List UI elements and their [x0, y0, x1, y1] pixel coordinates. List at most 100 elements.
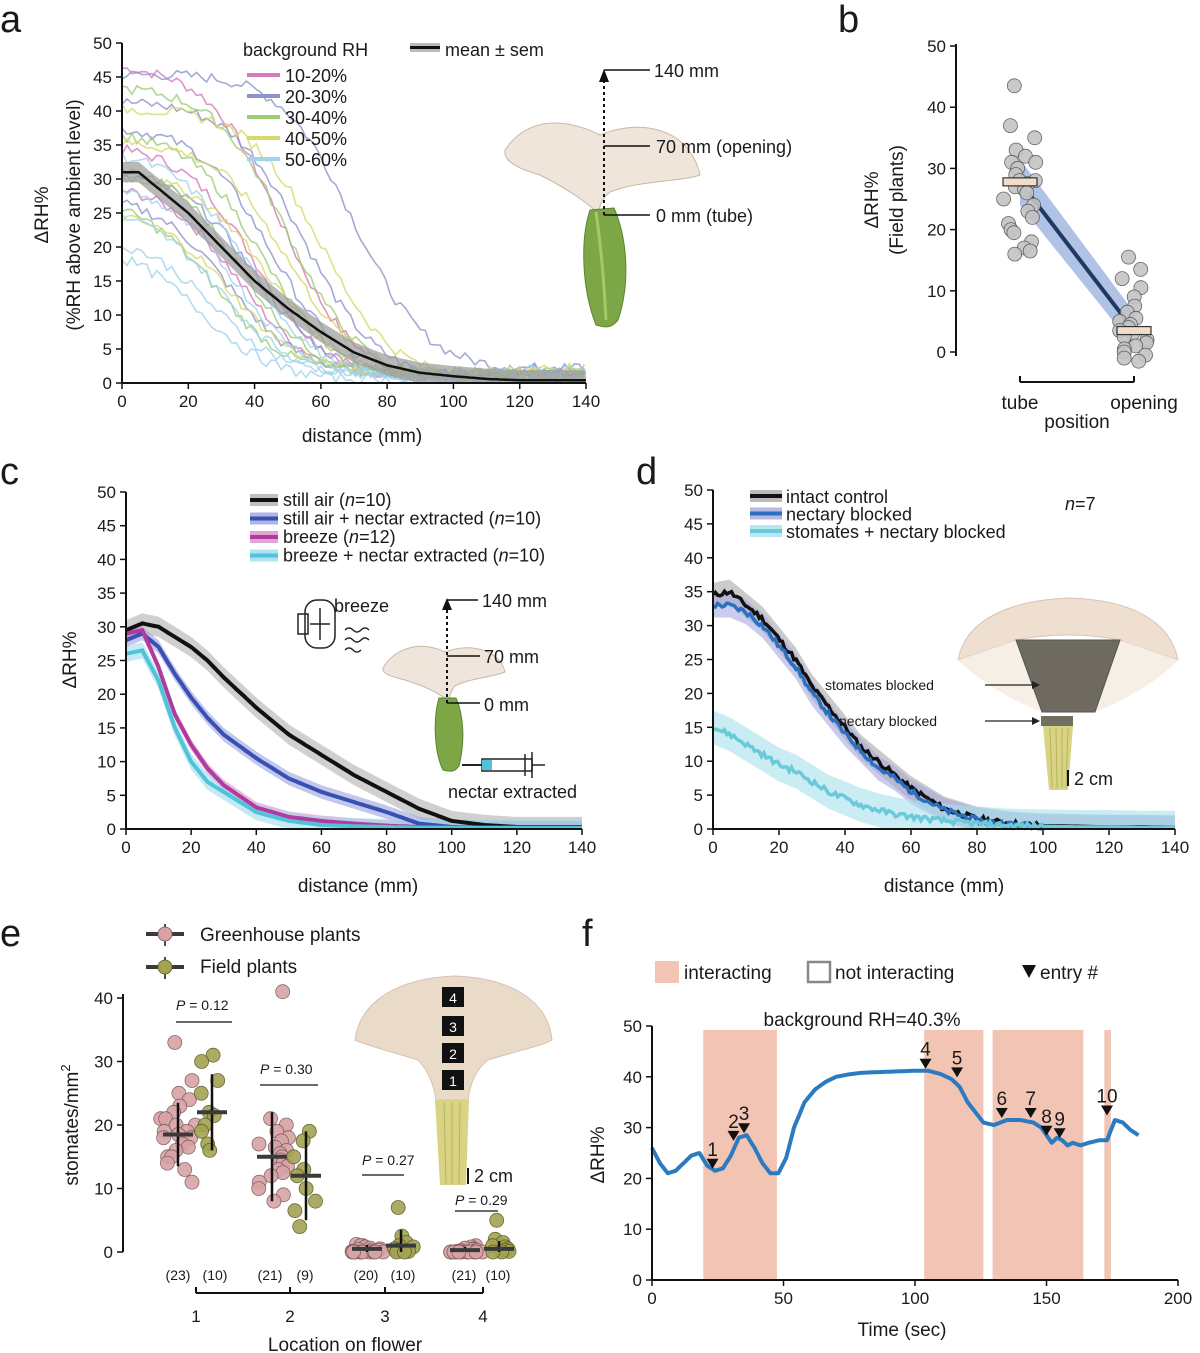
legend-label-0: intact control: [786, 487, 888, 507]
data-point-field: [308, 1193, 323, 1209]
panel-a-legend-title: background RH: [243, 40, 368, 60]
panel-a-ytick-label: 45: [93, 68, 112, 87]
data-point-greenhouse: [275, 984, 291, 1000]
panel-c-ytick-label: 40: [97, 550, 116, 569]
legend-n: n: [345, 490, 355, 510]
panel-d-n: n: [1065, 494, 1075, 514]
panel-a-xtick-label: 20: [179, 392, 198, 411]
panel-b-xlabel: position: [1044, 412, 1110, 433]
panel-d-ytick-label: 0: [694, 820, 703, 839]
panel-c-plot: 0 5 10 15 20 25 30 35 40 45 50 0 20 40 60 80 100 120 140: [97, 483, 596, 857]
panel-a-xtick-label: 60: [311, 392, 330, 411]
panel-f-xtick-label: 200: [1164, 1289, 1192, 1308]
panel-f-xtick-label: 0: [647, 1289, 656, 1308]
panel-d-xtick-label: 80: [968, 838, 987, 857]
data-point-tube: [1006, 78, 1022, 94]
interacting-interval: [703, 1030, 777, 1280]
panel-a-ytick-label: 10: [93, 306, 112, 325]
panel-f-ytick-label: 50: [623, 1017, 642, 1036]
panel-f-legend-not: not interacting: [835, 963, 954, 984]
legend-n: n: [499, 546, 509, 566]
data-point-field: [390, 1200, 406, 1215]
data-point-tube: [1027, 130, 1043, 146]
panel-a-xtick-label: 120: [506, 392, 534, 411]
panel-c-ytick-label: 20: [97, 685, 116, 704]
legend-entry-triangle: [1022, 965, 1036, 978]
panel-c-legend: still air (n=10)still air + nectar extra…: [250, 490, 545, 566]
data-point-greenhouse: [263, 1111, 279, 1127]
data-point-greenhouse: [180, 1139, 196, 1155]
panel-e-ylabel-sup: 2: [58, 1064, 73, 1071]
panel-f-ytick-label: 30: [623, 1119, 642, 1138]
petal-number-1: 1: [449, 1073, 457, 1089]
legend-n: n: [495, 509, 505, 529]
data-point-greenhouse: [266, 1193, 282, 1209]
panel-b-ytick-label: 30: [927, 159, 946, 178]
panel-c-xtick-label: 40: [247, 838, 266, 857]
panel-b-ytick-label: 50: [927, 37, 946, 56]
panel-a-legend: 10-20%20-30%30-40%40-50%50-60%: [247, 66, 347, 170]
entry-marker-2: [727, 1130, 740, 1141]
petal-number-4: 4: [449, 990, 457, 1006]
sem-band-0: [713, 579, 1175, 829]
sample-count: (20): [354, 1267, 379, 1283]
panel-b-ytick-label: 20: [927, 221, 946, 240]
legend-label-1: still air + nectar extracted (n=10): [283, 509, 541, 529]
sample-count: (21): [452, 1267, 477, 1283]
panel-b: 0 10 20 30 40 50 tube opening ΔRH% (Field plant…: [862, 37, 1178, 433]
entry-label-7: 7: [1025, 1089, 1036, 1110]
panel-d-plot: 0 5 10 15 20 25 30 35 40 45 50 0 20 40 60 80 100 120 140: [684, 481, 1189, 857]
syringe-icon: [462, 752, 545, 778]
panel-f-plot: 0 10 20 30 40 50 0 50 100 150 200 12 3 4 5 6 78 9 10: [623, 1017, 1192, 1308]
panel-f-subtitle: background RH=40.3%: [764, 1010, 961, 1031]
panel-e-xtick-label: 2: [285, 1307, 294, 1326]
legend-n-value: =10): [355, 490, 392, 510]
panel-label-c: c: [0, 451, 19, 493]
sample-count: (10): [391, 1267, 416, 1283]
panel-a-xtick-label: 0: [117, 392, 126, 411]
panel-c-ann-70: 70 mm: [484, 647, 539, 667]
panel-a-ann-70: 70 mm (opening): [656, 137, 792, 157]
entry-label-10: 10: [1096, 1086, 1117, 1107]
panel-c-ytick-label: 10: [97, 753, 116, 772]
panel-label-e: e: [0, 913, 21, 955]
panel-label-a: a: [0, 0, 22, 41]
panel-label-d: d: [636, 451, 657, 493]
panel-c-ytick-label: 35: [97, 584, 116, 603]
legend-n: n: [349, 527, 359, 547]
panel-d-ytick-label: 5: [694, 786, 703, 805]
panel-c-ytick-label: 50: [97, 483, 116, 502]
data-point-greenhouse: [184, 1073, 200, 1088]
sample-count: (9): [296, 1267, 313, 1283]
petal-number-3: 3: [449, 1019, 457, 1035]
sample-count: (10): [486, 1267, 511, 1283]
panel-e-ytick-label: 40: [94, 989, 113, 1008]
legend-label-40-50%: 40-50%: [285, 129, 347, 149]
entry-label-6: 6: [997, 1089, 1008, 1110]
mean-marker: [1116, 325, 1152, 336]
data-point-tube: [1003, 118, 1018, 133]
data-point-field: [194, 1123, 209, 1139]
panel-b-ytick-label: 10: [927, 282, 946, 301]
panel-a-ytick-label: 15: [93, 272, 112, 291]
p-symbol: P: [455, 1192, 465, 1208]
entry-marker-3: [738, 1123, 751, 1134]
panel-c-ylabel: ΔRH%: [60, 631, 81, 688]
data-point-field: [205, 1047, 221, 1063]
panel-a-legend-mean: mean ± sem: [445, 40, 544, 60]
panel-f-xtick-label: 50: [774, 1289, 793, 1308]
data-point-greenhouse: [177, 1162, 193, 1177]
panel-d: 0 5 10 15 20 25 30 35 40 45 50 0 20 40 60 80 100 120 140 d…: [684, 481, 1189, 897]
data-point-opening: [1114, 271, 1130, 287]
panel-a-ytick-label: 50: [93, 34, 112, 53]
legend-label-20-30%: 20-30%: [285, 87, 347, 107]
entry-marker-4: [919, 1058, 932, 1069]
panel-a-ytick-label: 0: [103, 374, 112, 393]
panel-d-ytick-label: 15: [684, 718, 703, 737]
nectary-arrowhead: [1032, 717, 1040, 725]
fan-icon: [297, 599, 370, 653]
